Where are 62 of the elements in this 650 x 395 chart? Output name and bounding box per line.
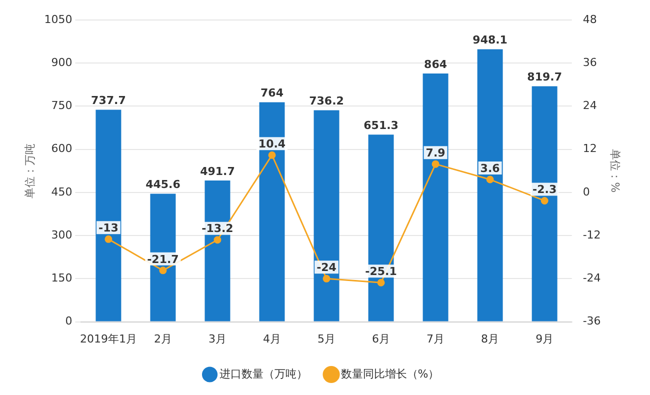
data-label: 10.4 bbox=[258, 137, 286, 150]
x-tick-label: 3月 bbox=[208, 332, 226, 346]
bar bbox=[259, 102, 285, 322]
bar bbox=[477, 49, 503, 322]
y-tick-label: 900 bbox=[51, 56, 72, 69]
data-label: 948.1 bbox=[472, 34, 508, 47]
data-label: -13.2 bbox=[202, 222, 234, 236]
y2-tick-label: 24 bbox=[582, 99, 597, 112]
data-label: -24 bbox=[316, 261, 337, 274]
x-tick-label: 4月 bbox=[263, 332, 281, 346]
y2-tick-label: -12 bbox=[582, 228, 601, 242]
y-tick-label: 1050 bbox=[44, 12, 72, 26]
point bbox=[268, 151, 276, 159]
y2-tick-label: 48 bbox=[582, 12, 597, 26]
y-axis-title: 单位：万吨 bbox=[23, 143, 36, 198]
y2-tick-label: -24 bbox=[582, 272, 601, 285]
data-label: 491.7 bbox=[200, 164, 235, 178]
point bbox=[486, 176, 494, 184]
data-label: 651.3 bbox=[364, 118, 398, 132]
point bbox=[377, 278, 385, 286]
x-tick-label: 6月 bbox=[372, 332, 390, 346]
data-label: 736.2 bbox=[309, 94, 344, 108]
y2-tick-label: 12 bbox=[582, 142, 597, 156]
y-tick-label: 0 bbox=[65, 314, 72, 328]
y-tick-label: 450 bbox=[51, 185, 72, 198]
x-tick-label: 2019年1月 bbox=[80, 332, 137, 346]
x-tick-label: 5月 bbox=[318, 332, 336, 346]
legend-label: 数量同比增长（%） bbox=[340, 367, 440, 380]
y2-tick-label: 36 bbox=[582, 56, 597, 69]
x-tick-label: 8月 bbox=[481, 332, 500, 346]
point bbox=[159, 266, 167, 274]
data-label: -25.1 bbox=[365, 264, 397, 278]
bar bbox=[96, 110, 122, 322]
y2-tick-label: -36 bbox=[582, 314, 601, 328]
data-label: 819.7 bbox=[527, 70, 562, 84]
bar bbox=[532, 86, 558, 322]
data-label: 3.6 bbox=[480, 162, 500, 175]
data-label: -2.3 bbox=[532, 183, 557, 196]
y2-tick-label: 0 bbox=[582, 185, 590, 198]
data-label: 737.7 bbox=[91, 94, 126, 108]
data-label: -13 bbox=[98, 222, 118, 235]
y-tick-label: 150 bbox=[51, 272, 72, 285]
y2-axis-title: 单位：% bbox=[608, 149, 622, 193]
x-tick-label: 2月 bbox=[154, 332, 172, 346]
point bbox=[322, 274, 330, 282]
bar bbox=[422, 73, 448, 322]
point bbox=[104, 235, 112, 243]
point bbox=[540, 196, 548, 204]
data-label: 764 bbox=[260, 86, 284, 100]
y-tick-label: 300 bbox=[51, 228, 72, 242]
data-label: 445.6 bbox=[146, 178, 181, 192]
point bbox=[214, 236, 222, 244]
data-label: 864 bbox=[424, 58, 448, 71]
data-label: 7.9 bbox=[426, 146, 446, 160]
legend-label: 进口数量（万吨） bbox=[219, 367, 308, 380]
data-label: -21.7 bbox=[147, 252, 179, 266]
y-tick-label: 600 bbox=[51, 142, 72, 156]
y-tick-label: 750 bbox=[51, 99, 72, 112]
x-tick-label: 7月 bbox=[426, 332, 445, 346]
x-tick-label: 9月 bbox=[536, 332, 554, 346]
point bbox=[432, 160, 440, 168]
bar bbox=[314, 110, 340, 322]
